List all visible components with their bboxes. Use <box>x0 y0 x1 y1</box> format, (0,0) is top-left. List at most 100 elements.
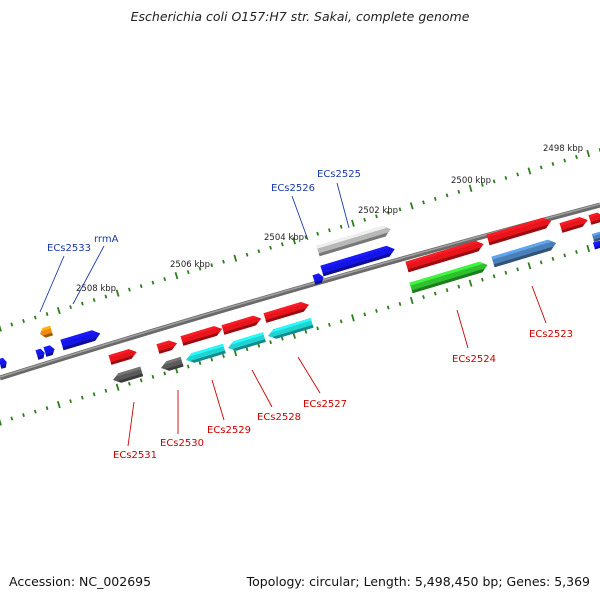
gene-arrow-blue-shadow <box>37 355 44 360</box>
gene-arrow-cyan-shadow <box>190 350 226 363</box>
scale-tick <box>363 217 367 222</box>
scale-tick <box>269 340 272 345</box>
gene-label-ecs2523: ECs2523 <box>529 329 573 340</box>
gene-arrow-blue-highlight <box>312 273 322 278</box>
scale-tick <box>245 347 249 352</box>
gene-arrow-blue-highlight <box>60 330 96 343</box>
gene-arrow-steelblue-shadow <box>493 246 554 268</box>
scale-tick <box>10 322 14 327</box>
scale-tick <box>222 354 225 359</box>
scale-tick <box>539 165 543 170</box>
scale-tick <box>339 224 343 229</box>
scale-tick <box>551 256 555 261</box>
gene-arrow-red-highlight <box>221 315 257 328</box>
scale-tick <box>163 371 167 376</box>
gene-arrow-steelblue-shadow <box>593 236 600 242</box>
scale-tick <box>422 200 425 205</box>
scale-tick <box>468 184 473 193</box>
scale-tick <box>257 249 261 254</box>
scale-tick <box>33 315 37 320</box>
scale-tick <box>210 263 214 268</box>
scale-tick <box>80 395 84 400</box>
leader-line-ecs2526 <box>291 195 309 241</box>
scale-tick <box>409 202 414 210</box>
scale-tick <box>504 270 508 275</box>
gene-arrow-lightgray-highlight <box>316 225 387 249</box>
gene-arrow-blue <box>35 348 45 360</box>
kbp-label-2498: 2498 kbp <box>543 144 583 154</box>
gene-arrow-blue <box>43 345 55 357</box>
gene-label-ecs2529: ECs2529 <box>207 425 251 436</box>
genome-summary: Topology: circular; Length: 5,498,450 bp… <box>246 574 590 589</box>
scale-tick <box>480 277 484 282</box>
scale-tick <box>375 214 378 219</box>
gene-arrow-blue <box>592 240 600 250</box>
leader-lines <box>39 182 547 447</box>
gene-arrow-red-highlight <box>588 212 600 218</box>
gene-arrow-red <box>405 240 484 273</box>
scale-tick <box>10 416 14 421</box>
scale-tick <box>563 253 567 258</box>
scale-tick <box>563 158 567 163</box>
scale-tick <box>280 242 284 247</box>
scale-tick <box>527 167 532 175</box>
scale-tick <box>304 235 308 240</box>
scale-tick <box>22 319 25 324</box>
scale-tick <box>186 364 190 369</box>
scale-tick <box>586 149 591 158</box>
gene-label-ecs2525: ECs2525 <box>317 169 361 180</box>
scale-tick <box>233 254 238 262</box>
scale-tick <box>492 179 496 184</box>
leader-line-ecs2527 <box>297 356 321 394</box>
gene-arrow-cyan <box>186 343 226 363</box>
gene-arrow-cyan <box>268 317 314 339</box>
gene-arrow-red <box>263 302 310 323</box>
scale-tick <box>186 270 190 275</box>
scale-tick <box>328 228 331 233</box>
scale-tick <box>480 182 484 187</box>
gene-arrow-blue-shadow <box>314 279 323 285</box>
gene-arrow-darkgray <box>113 366 144 383</box>
gene-arrow-cyan-shadow <box>232 339 266 351</box>
gene-arrow-red-shadow <box>158 346 175 354</box>
scale-tick <box>504 175 508 180</box>
leader-line-rrma <box>72 245 105 305</box>
scale-tick <box>115 289 120 297</box>
map-title: Escherichia coli O157:H7 str. Sakai, com… <box>130 9 470 24</box>
leader-line-ecs2524 <box>456 309 469 349</box>
gene-arrow-blue-highlight <box>592 240 600 245</box>
kbp-label-2500: 2500 kbp <box>451 176 491 186</box>
gene-arrow-cyan-highlight <box>231 332 264 345</box>
leader-line-ecs2533 <box>39 255 65 313</box>
scale-tick <box>56 306 61 315</box>
scale-tick <box>80 301 84 306</box>
gene-arrow-blue-shadow <box>0 364 7 369</box>
gene-arrow-red-shadow <box>590 218 600 225</box>
gene-arrow-red-highlight <box>559 217 584 226</box>
gene-arrow-orange-shadow <box>42 332 53 338</box>
gene-label-ecs2527: ECs2527 <box>303 399 347 410</box>
scale-tick <box>45 406 49 411</box>
scale-tick <box>45 312 49 317</box>
scale-tick <box>351 219 355 227</box>
scale-tick <box>198 361 202 365</box>
gene-label-ecs2526: ECs2526 <box>271 183 315 194</box>
scale-tick <box>422 295 425 300</box>
gene-arrow-blue-highlight <box>35 348 43 353</box>
scale-tick <box>457 189 461 194</box>
gene-label-ecs2531: ECs2531 <box>113 450 157 461</box>
scale-tick <box>398 207 402 212</box>
gene-arrow-darkgray-highlight <box>164 356 182 365</box>
gene-arrow-lightgray <box>316 225 391 257</box>
gene-arrow-lightgray-shadow <box>318 232 388 257</box>
gene-arrow-blue <box>60 330 101 351</box>
scale-tick <box>551 161 555 166</box>
gene-arrow-red-shadow <box>110 355 134 365</box>
scale-tick <box>516 172 520 177</box>
gene-arrow-blue <box>320 245 395 277</box>
scale-tick <box>445 193 449 198</box>
leader-line-ecs2531 <box>127 401 135 447</box>
scale-tick <box>151 280 155 285</box>
gene-arrow-orange-highlight <box>41 325 51 332</box>
